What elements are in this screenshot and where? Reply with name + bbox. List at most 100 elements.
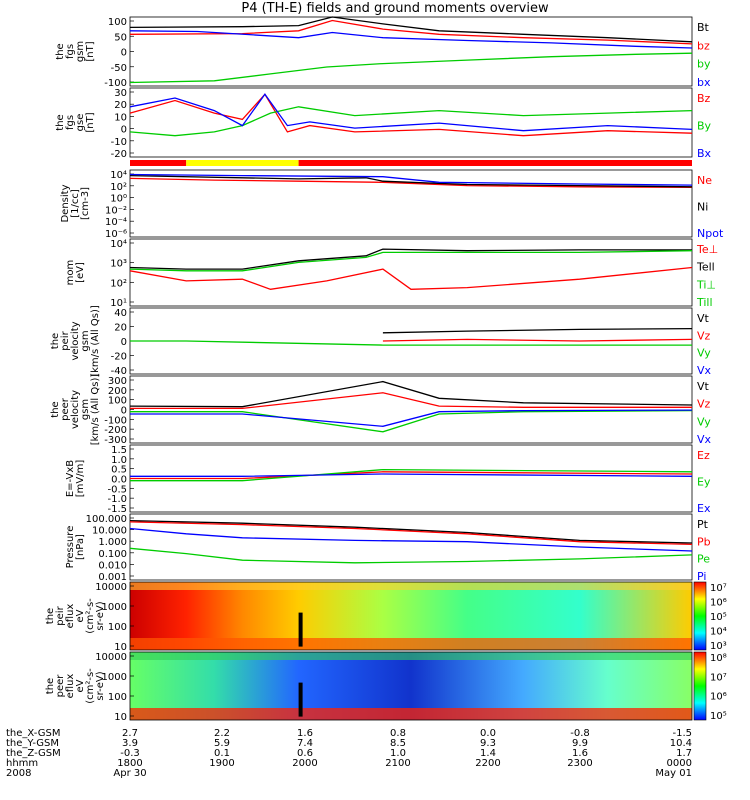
footer-row-label: hhmm	[6, 758, 38, 769]
panel-5: 40 20 0 -20 -40 the peir velocity gsm [km/s (All …	[50, 305, 712, 377]
colorbar-tick-label: 10⁵	[710, 711, 727, 722]
footer-value: 1800	[117, 758, 142, 769]
series-line-Ne	[129, 177, 693, 188]
legend-label: Pb	[697, 535, 711, 548]
footer-value: 2.7	[122, 728, 138, 739]
y-tick-label: 200	[108, 386, 127, 397]
y-tick-label: 0	[121, 48, 127, 59]
series-line-Npot	[129, 173, 693, 186]
footer-value: -0.3	[120, 748, 140, 759]
y-tick-label: 1.5	[111, 445, 127, 456]
legend-label: Vz	[697, 329, 711, 342]
y-axis-label: eflux	[65, 674, 76, 699]
y-tick-label: -1.0	[107, 494, 127, 505]
footer-row-label: 2008	[6, 768, 31, 779]
y-tick-label: 10000	[95, 652, 127, 663]
y-tick-label: 10⁰	[110, 194, 127, 205]
footer-value: 2000	[292, 758, 317, 769]
legend-label: Vy	[697, 347, 711, 360]
series-line-Vt	[129, 380, 693, 408]
footer-value: 5.9	[214, 738, 230, 749]
footer-value: 8.5	[390, 738, 406, 749]
series-line-Vt	[382, 327, 693, 334]
y-tick-label: 0.010	[98, 560, 127, 571]
y-axis-label: the	[55, 114, 66, 130]
y-tick-label: 10	[114, 712, 127, 723]
y-axis-label: [nT]	[85, 41, 96, 61]
y-tick-label: 10.000	[92, 526, 127, 537]
spectrogram-band	[130, 638, 692, 650]
footer-row-label: the_Y-GSM	[6, 738, 59, 749]
figure-title: P4 (TH-E) fields and ground moments over…	[241, 1, 549, 16]
y-tick-label: 0.100	[98, 549, 127, 560]
y-tick-label: 0.001	[98, 572, 127, 583]
y-axis-label: [km/s (All Qs)]	[90, 374, 101, 446]
colorbar-tick-label: 10³	[710, 641, 727, 652]
y-axis-label: sr-eV)	[95, 671, 106, 700]
y-tick-label: 0.0	[111, 475, 127, 486]
legend-label: Vx	[697, 433, 712, 446]
y-axis-label: gse	[75, 114, 86, 132]
legend-label: by	[697, 58, 711, 71]
y-tick-label: 10⁻⁴	[105, 217, 127, 228]
footer-value: 0.0	[480, 728, 496, 739]
y-axis-label: [nT]	[85, 112, 96, 132]
colorbar-tick-label: 10⁷	[710, 672, 727, 683]
legend-label: Bx	[697, 147, 712, 160]
panel-frame	[129, 169, 693, 238]
footer-value: 0000	[667, 758, 692, 769]
legend-label: Npot	[697, 227, 724, 240]
series-line-Bt	[129, 16, 693, 43]
y-tick-label: 10¹	[110, 298, 127, 309]
y-tick-label: 0.5	[111, 465, 127, 476]
footer-value: Apr 30	[113, 768, 146, 779]
legend-label: Ex	[697, 502, 711, 515]
footer-value: 2200	[475, 758, 500, 769]
y-axis-label: peer	[55, 674, 66, 698]
series-line-Tell	[129, 248, 692, 270]
y-tick-label: 0	[121, 125, 127, 136]
series-line-Pt	[129, 519, 693, 544]
y-axis-label: velocity	[70, 390, 81, 429]
footer-value: 2100	[385, 758, 410, 769]
y-axis-label: Pressure	[65, 526, 76, 569]
y-axis-label: [km/s (All Qs)]	[90, 305, 101, 377]
y-axis-label: fgs	[65, 44, 76, 59]
legend-label: Pt	[697, 518, 709, 531]
y-tick-label: 300	[108, 376, 127, 387]
y-axis-label: [cm-3]	[80, 187, 91, 220]
legend-label: Ti⊥	[696, 278, 716, 291]
y-axis-label: (cm²-s-	[85, 598, 96, 634]
footer-value: -0.8	[570, 728, 590, 739]
y-tick-label: 10⁻⁶	[105, 229, 127, 240]
legend-label: Vy	[697, 415, 711, 428]
y-tick-label: 10²	[110, 278, 127, 289]
y-tick-label: 10⁻²	[105, 205, 127, 216]
y-axis-label: sr-eV)	[95, 601, 106, 630]
y-tick-label: 50	[114, 32, 127, 43]
colorbar-tick-label: 10⁶	[710, 598, 727, 609]
footer-value: 1.0	[390, 748, 406, 759]
y-tick-label: -0.5	[107, 484, 127, 495]
y-axis-label: the	[45, 678, 56, 694]
y-tick-label: -20	[111, 149, 127, 160]
y-axis-label: [mV/m]	[75, 460, 86, 498]
panel-7: 1.51.00.50.0-0.5-1.0-1.5 E=-VxB [mV/m] Ez Ey…	[65, 444, 711, 515]
legend-label: Ne	[697, 174, 712, 187]
data-gap-marker	[298, 682, 303, 717]
footer-row-label: the_Z-GSM	[6, 748, 61, 759]
y-tick-label: 40	[114, 308, 127, 319]
series-line-Pb	[129, 521, 693, 546]
status-bar	[130, 160, 692, 166]
panel-4: 10⁴ 10³ 10² 10¹ mom [eV] Te⊥ Tell Ti⊥ Till	[65, 238, 718, 309]
y-tick-label: 1000	[102, 602, 127, 613]
panel-frame	[129, 238, 693, 307]
y-tick-label: 10⁴	[110, 239, 127, 250]
y-axis-label: gsm	[75, 41, 86, 62]
footer-value: 1.4	[480, 748, 496, 759]
y-tick-label: 1.000	[98, 537, 127, 548]
y-axis-label: the	[50, 401, 61, 417]
